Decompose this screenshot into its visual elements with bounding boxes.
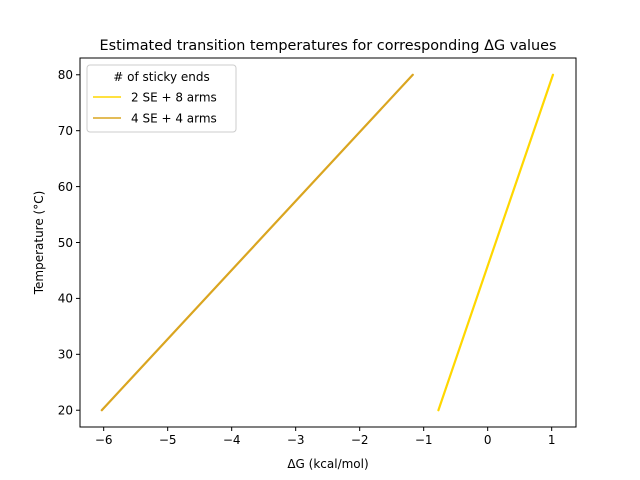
y-tick-label: 20 xyxy=(58,404,73,418)
legend-label: 2 SE + 8 arms xyxy=(131,91,217,105)
series-line-1 xyxy=(437,73,555,412)
y-tick-label: 40 xyxy=(58,292,73,306)
x-tick-label: −6 xyxy=(95,433,113,447)
legend: # of sticky ends 2 SE + 8 arms 4 SE + 4 … xyxy=(86,64,237,133)
y-axis: 20 30 40 50 60 70 80 xyxy=(58,68,80,418)
x-tick-label: −1 xyxy=(415,433,433,447)
legend-title: # of sticky ends xyxy=(113,70,209,84)
y-axis-label: Temperature (°C) xyxy=(32,191,46,296)
y-tick-label: 60 xyxy=(58,180,73,194)
legend-item-4se-4arms: 4 SE + 4 arms xyxy=(93,112,217,126)
y-tick-label: 30 xyxy=(58,348,73,362)
y-tick-label: 70 xyxy=(58,124,73,138)
x-tick-label: −5 xyxy=(159,433,177,447)
x-tick-label: −3 xyxy=(287,433,305,447)
legend-box xyxy=(86,64,237,133)
x-axis-label: ΔG (kcal/mol) xyxy=(287,457,368,471)
legend-label: 4 SE + 4 arms xyxy=(131,112,217,126)
series-line-2 xyxy=(100,73,414,412)
x-tick-label: 1 xyxy=(548,433,556,447)
y-tick-label: 80 xyxy=(58,68,73,82)
x-axis: −6 −5 −4 −3 −2 −1 0 1 xyxy=(95,427,556,447)
legend-item-2se-8arms: 2 SE + 8 arms xyxy=(93,91,217,105)
y-tick-label: 50 xyxy=(58,236,73,250)
x-tick-label: 0 xyxy=(484,433,492,447)
x-tick-label: −4 xyxy=(223,433,241,447)
x-tick-label: −2 xyxy=(351,433,369,447)
chart-title: Estimated transition temperatures for co… xyxy=(99,38,556,54)
series-layer xyxy=(100,73,555,412)
